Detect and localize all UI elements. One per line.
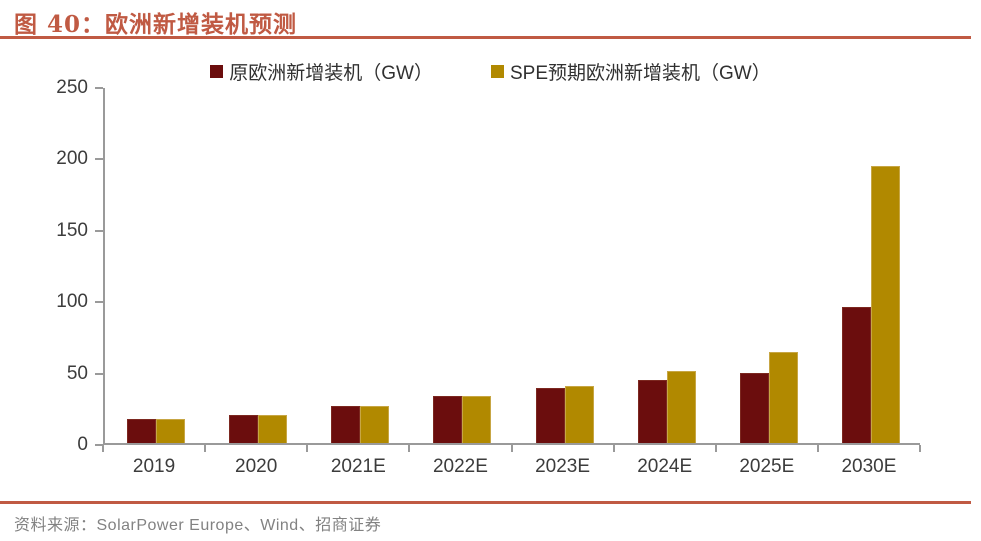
- x-tick-label-2019: 2019: [132, 456, 176, 477]
- bar-2021E-spe: [360, 405, 390, 443]
- x-tick-label-2021E: 2021E: [330, 456, 386, 477]
- bar-2021E-original: [331, 405, 361, 443]
- x-tick-mark: [204, 445, 207, 452]
- x-tick-mark: [714, 445, 717, 452]
- x-tick-mark: [306, 445, 309, 452]
- y-tick-label: 100: [56, 291, 88, 313]
- bar-2019-spe: [156, 419, 186, 443]
- bar-2022E-spe: [462, 395, 492, 443]
- bar-2023E-spe: [564, 385, 594, 443]
- bar-2024E-original: [637, 380, 667, 443]
- bar-2024E-spe: [666, 370, 696, 443]
- y-tick-mark: [95, 372, 103, 375]
- y-tick-mark: [95, 87, 103, 89]
- bar-2023E-original: [535, 388, 565, 443]
- x-tick-mark: [102, 445, 104, 452]
- legend-item-spe: SPE预期欧洲新增装机（GW）: [490, 58, 771, 85]
- bar-2022E-original: [433, 395, 463, 443]
- bar-2025E-spe: [768, 351, 798, 443]
- source-text: 资料来源：SolarPower Europe、Wind、招商证券: [14, 517, 382, 534]
- x-tick-mark: [816, 445, 819, 452]
- title-rule: [0, 36, 971, 39]
- footer-rule: [0, 501, 971, 504]
- x-tick-mark: [510, 445, 513, 452]
- legend-label-original: 原欧洲新增装机（GW）: [229, 63, 433, 84]
- x-tick-label-2023E: 2023E: [535, 456, 591, 477]
- x-tick-label-2025E: 2025E: [739, 456, 795, 477]
- y-tick-label: 50: [66, 362, 88, 384]
- bar-2020-spe: [258, 415, 288, 443]
- x-tick-mark: [408, 445, 411, 452]
- plot-area: [103, 88, 920, 445]
- bar-2019-original: [127, 419, 157, 443]
- x-tick-label-2022E: 2022E: [432, 456, 488, 477]
- figure-title: 图 40：欧洲新增装机预测: [14, 11, 298, 38]
- x-tick-label-2024E: 2024E: [637, 456, 693, 477]
- y-tick-label: 250: [56, 77, 88, 98]
- y-tick-mark: [95, 301, 103, 304]
- y-tick-label: 150: [56, 219, 88, 241]
- bar-2020-original: [229, 415, 259, 443]
- bar-2030E-spe: [870, 165, 900, 443]
- legend-label-spe: SPE预期欧洲新增装机（GW）: [509, 63, 771, 84]
- y-tick-mark: [95, 229, 103, 232]
- x-tick-mark: [612, 445, 615, 452]
- y-tick-mark: [95, 444, 103, 446]
- y-tick-label: 0: [77, 434, 88, 455]
- legend-swatch-original: [210, 65, 224, 78]
- y-tick-mark: [95, 158, 103, 161]
- y-tick-label: 200: [56, 148, 88, 170]
- x-tick-mark: [919, 445, 921, 452]
- x-tick-label-2020: 2020: [235, 456, 278, 477]
- legend-swatch-spe: [490, 65, 504, 78]
- bar-2025E-original: [739, 373, 769, 443]
- legend-item-original: 原欧洲新增装机（GW）: [210, 58, 433, 85]
- x-tick-label-2030E: 2030E: [841, 456, 897, 477]
- bar-2030E-original: [841, 307, 871, 443]
- legend: 原欧洲新增装机（GW） SPE预期欧洲新增装机（GW）: [0, 58, 981, 85]
